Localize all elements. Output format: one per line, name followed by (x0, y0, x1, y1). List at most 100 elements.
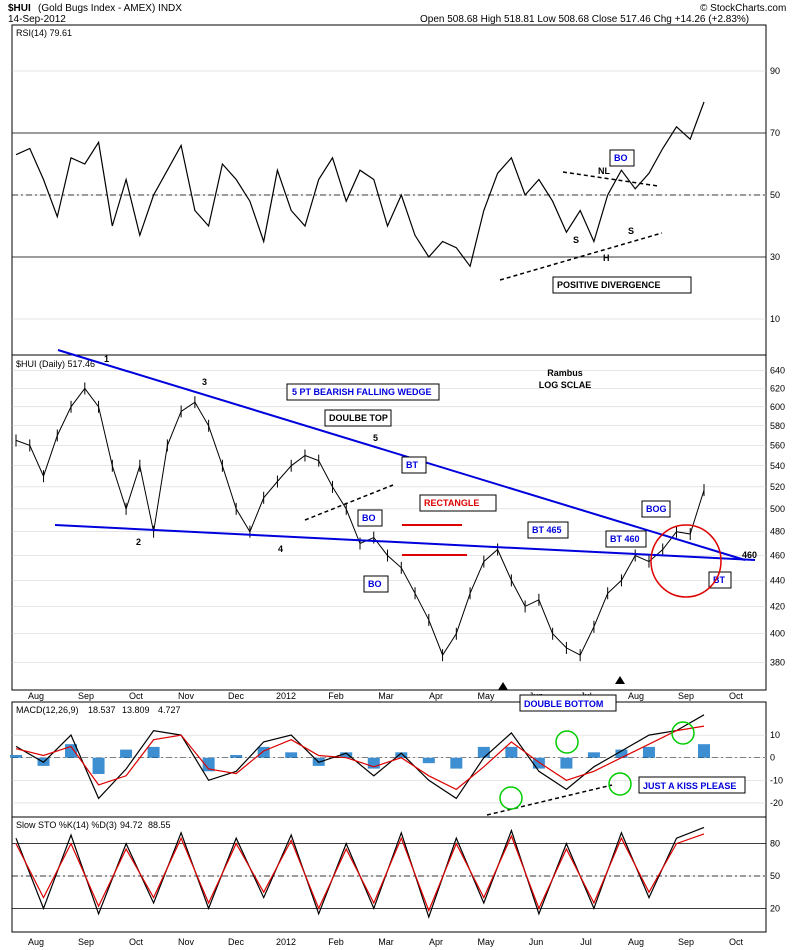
price-ytick-label: 440 (770, 575, 785, 585)
neckline-dashed (304, 484, 394, 521)
sto-ytick-label: 20 (770, 903, 780, 913)
price-annotations: 1 2 3 4 5 5 PT BEARISH FALLING WEDGE DOU… (54, 349, 757, 712)
x-month-label-lower: Nov (178, 937, 195, 947)
sto-line-0 (15, 826, 705, 919)
price-panel (11, 354, 767, 691)
x-month-label-lower: Jul (580, 937, 592, 947)
rsi-ytick-label: 50 (770, 190, 780, 200)
macd-histogram-bar (422, 757, 435, 764)
x-month-label-upper: Nov (178, 691, 195, 701)
rsi-ytick-label: 10 (770, 314, 780, 324)
sto-ytick-label: 80 (770, 839, 780, 849)
price-ytick-label: 540 (770, 461, 785, 471)
macd-panel (11, 701, 767, 818)
x-month-label-lower: Sep (78, 937, 94, 947)
rsi-panel (11, 24, 767, 356)
wave-label-2: 2 (136, 537, 141, 547)
price-ytick-label: 420 (770, 601, 785, 611)
wedge-lower-line (54, 524, 756, 561)
x-month-label-lower: Dec (228, 937, 245, 947)
s-right-label: S (628, 226, 634, 236)
wedge-callout (286, 383, 440, 401)
macd-ytick-label: -10 (770, 775, 783, 785)
sto-line-1 (15, 833, 705, 913)
macd-label: MACD(12,26,9) (16, 705, 79, 715)
rectangle-callout-text: RECTANGLE (424, 498, 479, 508)
x-month-label-upper: Oct (129, 691, 144, 701)
green-circle-3 (608, 772, 632, 796)
bt-callout-1 (401, 456, 427, 474)
macd-histogram-bar (450, 757, 463, 769)
macd-histogram-bar (257, 746, 270, 758)
bog-callout-text: BOG (646, 504, 667, 514)
level-460-label: 460 (742, 550, 757, 560)
macd-histogram-bar (395, 752, 408, 758)
double-top-text: DOULBE TOP (329, 413, 388, 423)
macd-histogram-bar (587, 752, 600, 758)
arrow-up-2 (615, 676, 625, 684)
bo-callout-1 (357, 509, 383, 527)
rsi-ytick-label: 30 (770, 252, 780, 262)
price-ytick-label: 500 (770, 504, 785, 514)
rectangle-callout (419, 494, 497, 512)
wave-label-5: 5 (373, 433, 378, 443)
macd-histogram-bar (120, 749, 133, 758)
x-month-label-lower: 2012 (276, 937, 296, 947)
x-month-label-lower: Aug (28, 937, 44, 947)
macd-histogram-bar (367, 757, 380, 769)
macd-line-1 (15, 725, 705, 791)
double-bottom-text: DOUBLE BOTTOM (524, 699, 603, 709)
green-circle-1 (499, 786, 523, 810)
x-month-label-upper: Feb (328, 691, 344, 701)
wedge-callout-text: 5 PT BEARISH FALLING WEDGE (292, 387, 432, 397)
macd-ytick-label: 10 (770, 730, 780, 740)
rsi-annotations: NL S H S BO POSITIVE DIVERGENCE (499, 149, 692, 294)
x-month-label-upper: Oct (729, 691, 744, 701)
x-month-label-lower: Apr (429, 937, 443, 947)
log-scale-text: LOG SCLAE (539, 380, 592, 390)
price-ytick-label: 640 (770, 366, 785, 376)
h-label: H (603, 253, 610, 263)
macd-histogram-bar (202, 757, 215, 772)
macd-histogram-bar (698, 744, 710, 758)
macd-plot: 10 0 -10 -20 (10, 714, 783, 808)
x-month-label-lower: Feb (328, 937, 344, 947)
rsi-bo-text: BO (614, 153, 628, 163)
x-month-label-lower: Jun (529, 937, 544, 947)
x-month-label-lower: Oct (729, 937, 744, 947)
x-month-label-lower: Sep (678, 937, 694, 947)
arrow-up-1 (498, 682, 508, 690)
macd-histogram-bar (532, 757, 545, 769)
x-month-label-lower: Oct (129, 937, 144, 947)
price-ytick-label: 400 (770, 629, 785, 639)
price-ytick-label: 560 (770, 440, 785, 450)
kiss-callout (638, 776, 746, 794)
price-ytick-label: 380 (770, 657, 785, 667)
bt-callout-2-text: BT (713, 575, 725, 585)
header-symbol: $HUI (8, 3, 31, 14)
sto-value-1: 94.72 (120, 820, 143, 830)
macd-histogram-bar (10, 755, 22, 758)
macd-value-3: 4.727 (158, 705, 181, 715)
bt460-callout-text: BT 460 (610, 534, 640, 544)
sto-panel (11, 816, 767, 933)
price-ytick-label: 520 (770, 482, 785, 492)
green-circle-4 (671, 721, 695, 745)
macd-histogram-bar (340, 752, 353, 758)
price-ytick-label: 460 (770, 551, 785, 561)
x-month-label-upper: 2012 (276, 691, 296, 701)
positive-divergence-text: POSITIVE DIVERGENCE (557, 280, 661, 290)
bt460-callout (605, 530, 647, 548)
x-month-label-upper: Mar (378, 691, 394, 701)
price-label: $HUI (Daily) 517.46 (16, 359, 95, 369)
x-month-label-upper: Apr (429, 691, 443, 701)
price-ytick-label: 600 (770, 402, 785, 412)
macd-histogram-bar (642, 746, 655, 758)
macd-histogram-bar (505, 746, 518, 758)
sto-value-2: 88.55 (148, 820, 171, 830)
green-circle-2 (555, 730, 579, 754)
macd-histogram-bar (615, 749, 628, 758)
bt465-callout (527, 521, 569, 539)
bo-callout-2-text: BO (368, 579, 382, 589)
